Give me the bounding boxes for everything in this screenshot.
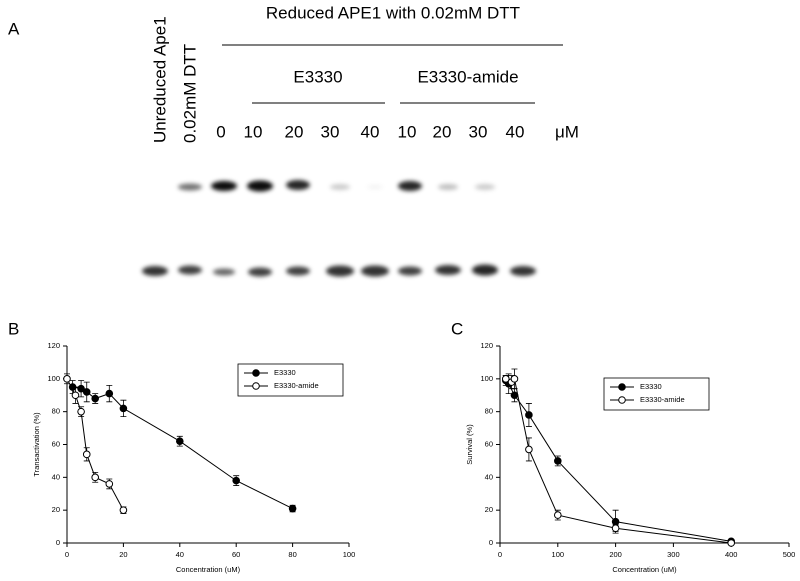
x-tick-label: 0 (498, 550, 502, 559)
data-point (554, 457, 562, 465)
data-point (232, 476, 240, 485)
lane-number: 20 (285, 122, 304, 141)
legend-marker (618, 383, 626, 391)
y-tick-label: 100 (480, 374, 493, 383)
data-point (63, 375, 71, 383)
panel-label: B (8, 319, 19, 338)
y-tick-label: 120 (480, 341, 493, 350)
y-tick-label: 40 (52, 472, 60, 481)
legend-marker (618, 396, 626, 404)
gel-title: Reduced APE1 with 0.02mM DTT (266, 3, 520, 22)
y-tick-label: 80 (52, 407, 60, 416)
data-point (119, 404, 128, 413)
data-point (91, 473, 99, 482)
lane-number: 10 (398, 122, 417, 141)
data-point (105, 480, 114, 488)
lane-label: Unreduced Ape1 (150, 16, 169, 143)
legend-marker (252, 382, 260, 390)
data-point (71, 391, 80, 400)
data-point (77, 407, 85, 416)
legend-label: E3330-amide (640, 395, 685, 404)
data-point (554, 511, 562, 519)
lane-number: 40 (361, 122, 380, 141)
x-tick-label: 60 (232, 550, 240, 559)
y-tick-label: 60 (485, 439, 493, 448)
legend-label: E3330 (640, 382, 662, 391)
legend-label: E3330-amide (274, 381, 319, 390)
y-tick-label: 0 (489, 538, 493, 547)
x-tick-label: 40 (176, 550, 184, 559)
lane-number: 20 (433, 122, 452, 141)
x-tick-label: 100 (343, 550, 356, 559)
panel-label: A (8, 19, 20, 38)
x-tick-label: 200 (609, 550, 622, 559)
data-point (525, 445, 533, 454)
y-axis-label: Survival (%) (465, 424, 474, 465)
data-point (611, 524, 620, 533)
data-point (77, 384, 85, 393)
x-tick-label: 500 (783, 550, 796, 559)
y-tick-label: 20 (485, 505, 493, 514)
x-tick-label: 300 (667, 550, 680, 559)
data-point (119, 506, 128, 514)
data-point (82, 450, 91, 459)
data-point (82, 388, 91, 396)
x-tick-label: 0 (65, 550, 69, 559)
data-point (176, 437, 184, 446)
y-tick-label: 20 (52, 505, 60, 514)
data-point (501, 375, 510, 383)
unit-label: μM (555, 122, 579, 141)
data-point (105, 389, 114, 398)
x-tick-label: 80 (288, 550, 296, 559)
y-tick-label: 60 (52, 439, 60, 448)
data-point (727, 539, 736, 547)
lane-number: 40 (506, 122, 525, 141)
legend-marker (252, 369, 260, 377)
lane-number: 30 (321, 122, 340, 141)
data-point (525, 411, 533, 419)
y-tick-label: 40 (485, 472, 493, 481)
y-tick-label: 80 (485, 407, 493, 416)
lane-number: 10 (244, 122, 263, 141)
y-axis-label: Transactivation (%) (32, 412, 41, 477)
data-point (91, 394, 99, 403)
x-tick-label: 20 (119, 550, 127, 559)
y-tick-label: 0 (56, 538, 60, 547)
x-tick-label: 100 (552, 550, 565, 559)
data-point (611, 517, 620, 526)
group-label: E3330-amide (417, 67, 518, 86)
x-tick-label: 400 (725, 550, 738, 559)
y-tick-label: 120 (47, 341, 60, 350)
panel-label: C (451, 319, 463, 338)
y-tick-label: 100 (47, 374, 60, 383)
series-line (72, 386, 293, 509)
lane-number: 0 (216, 122, 225, 141)
lane-number: 30 (469, 122, 488, 141)
data-point (510, 391, 519, 400)
gel-bands (142, 180, 536, 277)
lane-label: 0.02mM DTT (180, 44, 199, 143)
data-point (510, 375, 519, 383)
x-axis-label: Concentration (uM) (612, 565, 677, 574)
group-label: E3330 (293, 67, 342, 86)
x-axis-label: Concentration (uM) (176, 565, 241, 574)
legend-label: E3330 (274, 368, 296, 377)
data-point (288, 504, 297, 513)
